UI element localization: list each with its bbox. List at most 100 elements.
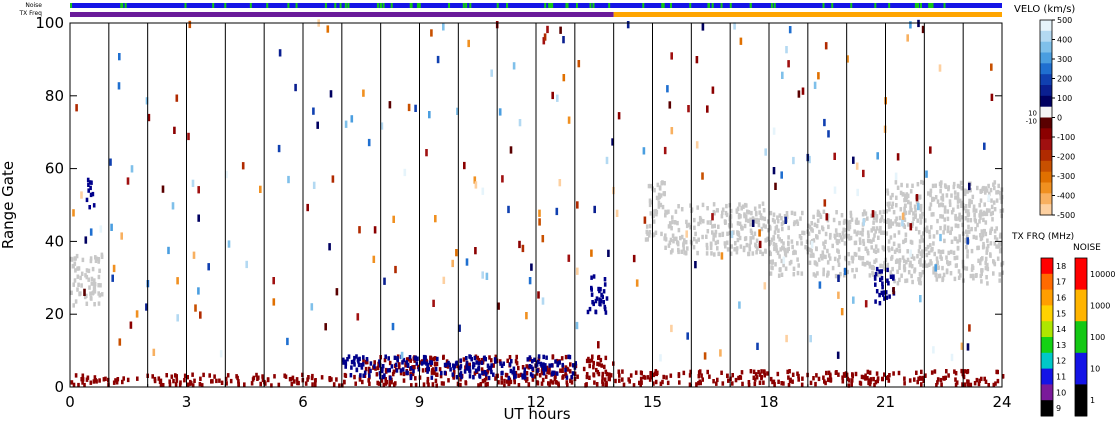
- echo-cell: [439, 373, 443, 379]
- echo-cell: [996, 256, 1000, 261]
- echo-cell: [665, 375, 668, 380]
- echo-cell: [882, 209, 886, 215]
- echo-cell: [899, 190, 903, 196]
- echo-cell: [748, 243, 751, 248]
- echo-cell: [355, 354, 358, 359]
- echo-cell: [778, 254, 781, 259]
- echo-cell: [912, 216, 915, 221]
- echo-cell: [907, 199, 910, 205]
- echo-cell: [773, 219, 776, 224]
- echo-cell: [898, 277, 901, 283]
- scatter-echo: [425, 149, 428, 157]
- echo-cell: [174, 373, 177, 378]
- echo-cell: [851, 256, 855, 261]
- scatter-echo: [703, 352, 707, 360]
- scatter-echo: [525, 312, 528, 320]
- echo-cell: [989, 211, 993, 217]
- echo-cell: [965, 234, 969, 240]
- echo-cell: [442, 354, 445, 360]
- txfreq-colorbar-swatch: [1041, 305, 1053, 322]
- velo-colorbar-swatch: [1040, 171, 1052, 183]
- echo-cell: [365, 357, 369, 362]
- y-tick-label: 100: [35, 14, 64, 32]
- noise-strip-tick: [548, 3, 551, 8]
- echo-cell: [800, 382, 804, 387]
- echo-cell: [889, 223, 893, 229]
- echo-cell: [98, 268, 101, 273]
- echo-cell: [851, 259, 854, 264]
- scatter-echo: [809, 335, 812, 343]
- echo-cell: [693, 217, 696, 223]
- txfreq-tick-label: 14: [1056, 325, 1066, 334]
- txfreq-colorbar-frame: [1040, 257, 1054, 417]
- echo-cell: [564, 354, 568, 360]
- echo-cell: [906, 257, 910, 263]
- scatter-echo: [207, 263, 210, 271]
- echo-cell: [907, 270, 911, 275]
- echo-cell: [353, 362, 356, 367]
- echo-cell: [887, 218, 890, 223]
- echo-cell: [910, 264, 914, 269]
- echo-cell: [572, 363, 575, 368]
- echo-cell: [787, 375, 790, 380]
- echo-cell: [603, 282, 607, 287]
- scatter-echo: [772, 127, 776, 135]
- echo-cell: [440, 381, 444, 386]
- echo-cell: [689, 203, 692, 208]
- echo-cell: [957, 216, 961, 221]
- echo-cell: [88, 285, 91, 290]
- echo-cell: [913, 377, 916, 382]
- echo-cell: [956, 183, 960, 189]
- echo-cell: [716, 239, 720, 245]
- echo-cell: [984, 256, 988, 262]
- echo-cell: [780, 221, 784, 227]
- echo-cell: [481, 378, 485, 384]
- scatter-echo: [80, 191, 83, 199]
- echo-cell: [734, 377, 738, 383]
- echo-cell: [112, 380, 116, 385]
- echo-cell: [753, 206, 757, 211]
- scatter-echo: [118, 53, 121, 61]
- scatter-echo: [176, 277, 179, 285]
- echo-cell: [537, 356, 541, 362]
- scatter-echo: [188, 20, 192, 29]
- echo-cell: [903, 217, 907, 222]
- echo-cell: [364, 360, 368, 365]
- echo-cell: [94, 255, 97, 260]
- echo-cell: [762, 380, 765, 385]
- echo-cell: [649, 211, 653, 216]
- noise-strip-tick: [914, 3, 917, 8]
- echo-cell: [507, 375, 511, 381]
- echo-cell: [880, 215, 884, 220]
- scatter-echo: [546, 25, 549, 34]
- echo-cell: [883, 266, 886, 272]
- echo-cell: [841, 375, 844, 380]
- echo-cell: [671, 248, 674, 253]
- echo-cell: [157, 376, 161, 381]
- echo-cell: [121, 379, 124, 385]
- echo-cell: [712, 202, 716, 207]
- echo-cell: [85, 268, 89, 273]
- txfreq-colorbar-swatch: [1041, 258, 1053, 275]
- velo-colorbar-swatch: [1040, 74, 1052, 86]
- echo-cell: [599, 287, 602, 292]
- echo-cell: [987, 183, 990, 189]
- echo-cell: [609, 373, 613, 378]
- echo-cell: [898, 248, 902, 253]
- echo-cell: [797, 373, 800, 379]
- echo-cell: [588, 363, 591, 369]
- echo-cell: [293, 379, 296, 384]
- echo-cell: [964, 239, 968, 244]
- echo-cell: [886, 267, 889, 273]
- echo-cell: [417, 367, 421, 372]
- echo-cell: [79, 291, 82, 296]
- echo-cell: [866, 369, 870, 375]
- echo-cell: [954, 195, 957, 200]
- scatter-echo: [801, 87, 805, 95]
- echo-cell: [950, 226, 953, 232]
- echo-cell: [90, 296, 93, 301]
- scatter-echo: [434, 215, 437, 223]
- echo-cell: [824, 231, 828, 237]
- echo-cell: [724, 210, 728, 216]
- echo-cell: [513, 379, 516, 385]
